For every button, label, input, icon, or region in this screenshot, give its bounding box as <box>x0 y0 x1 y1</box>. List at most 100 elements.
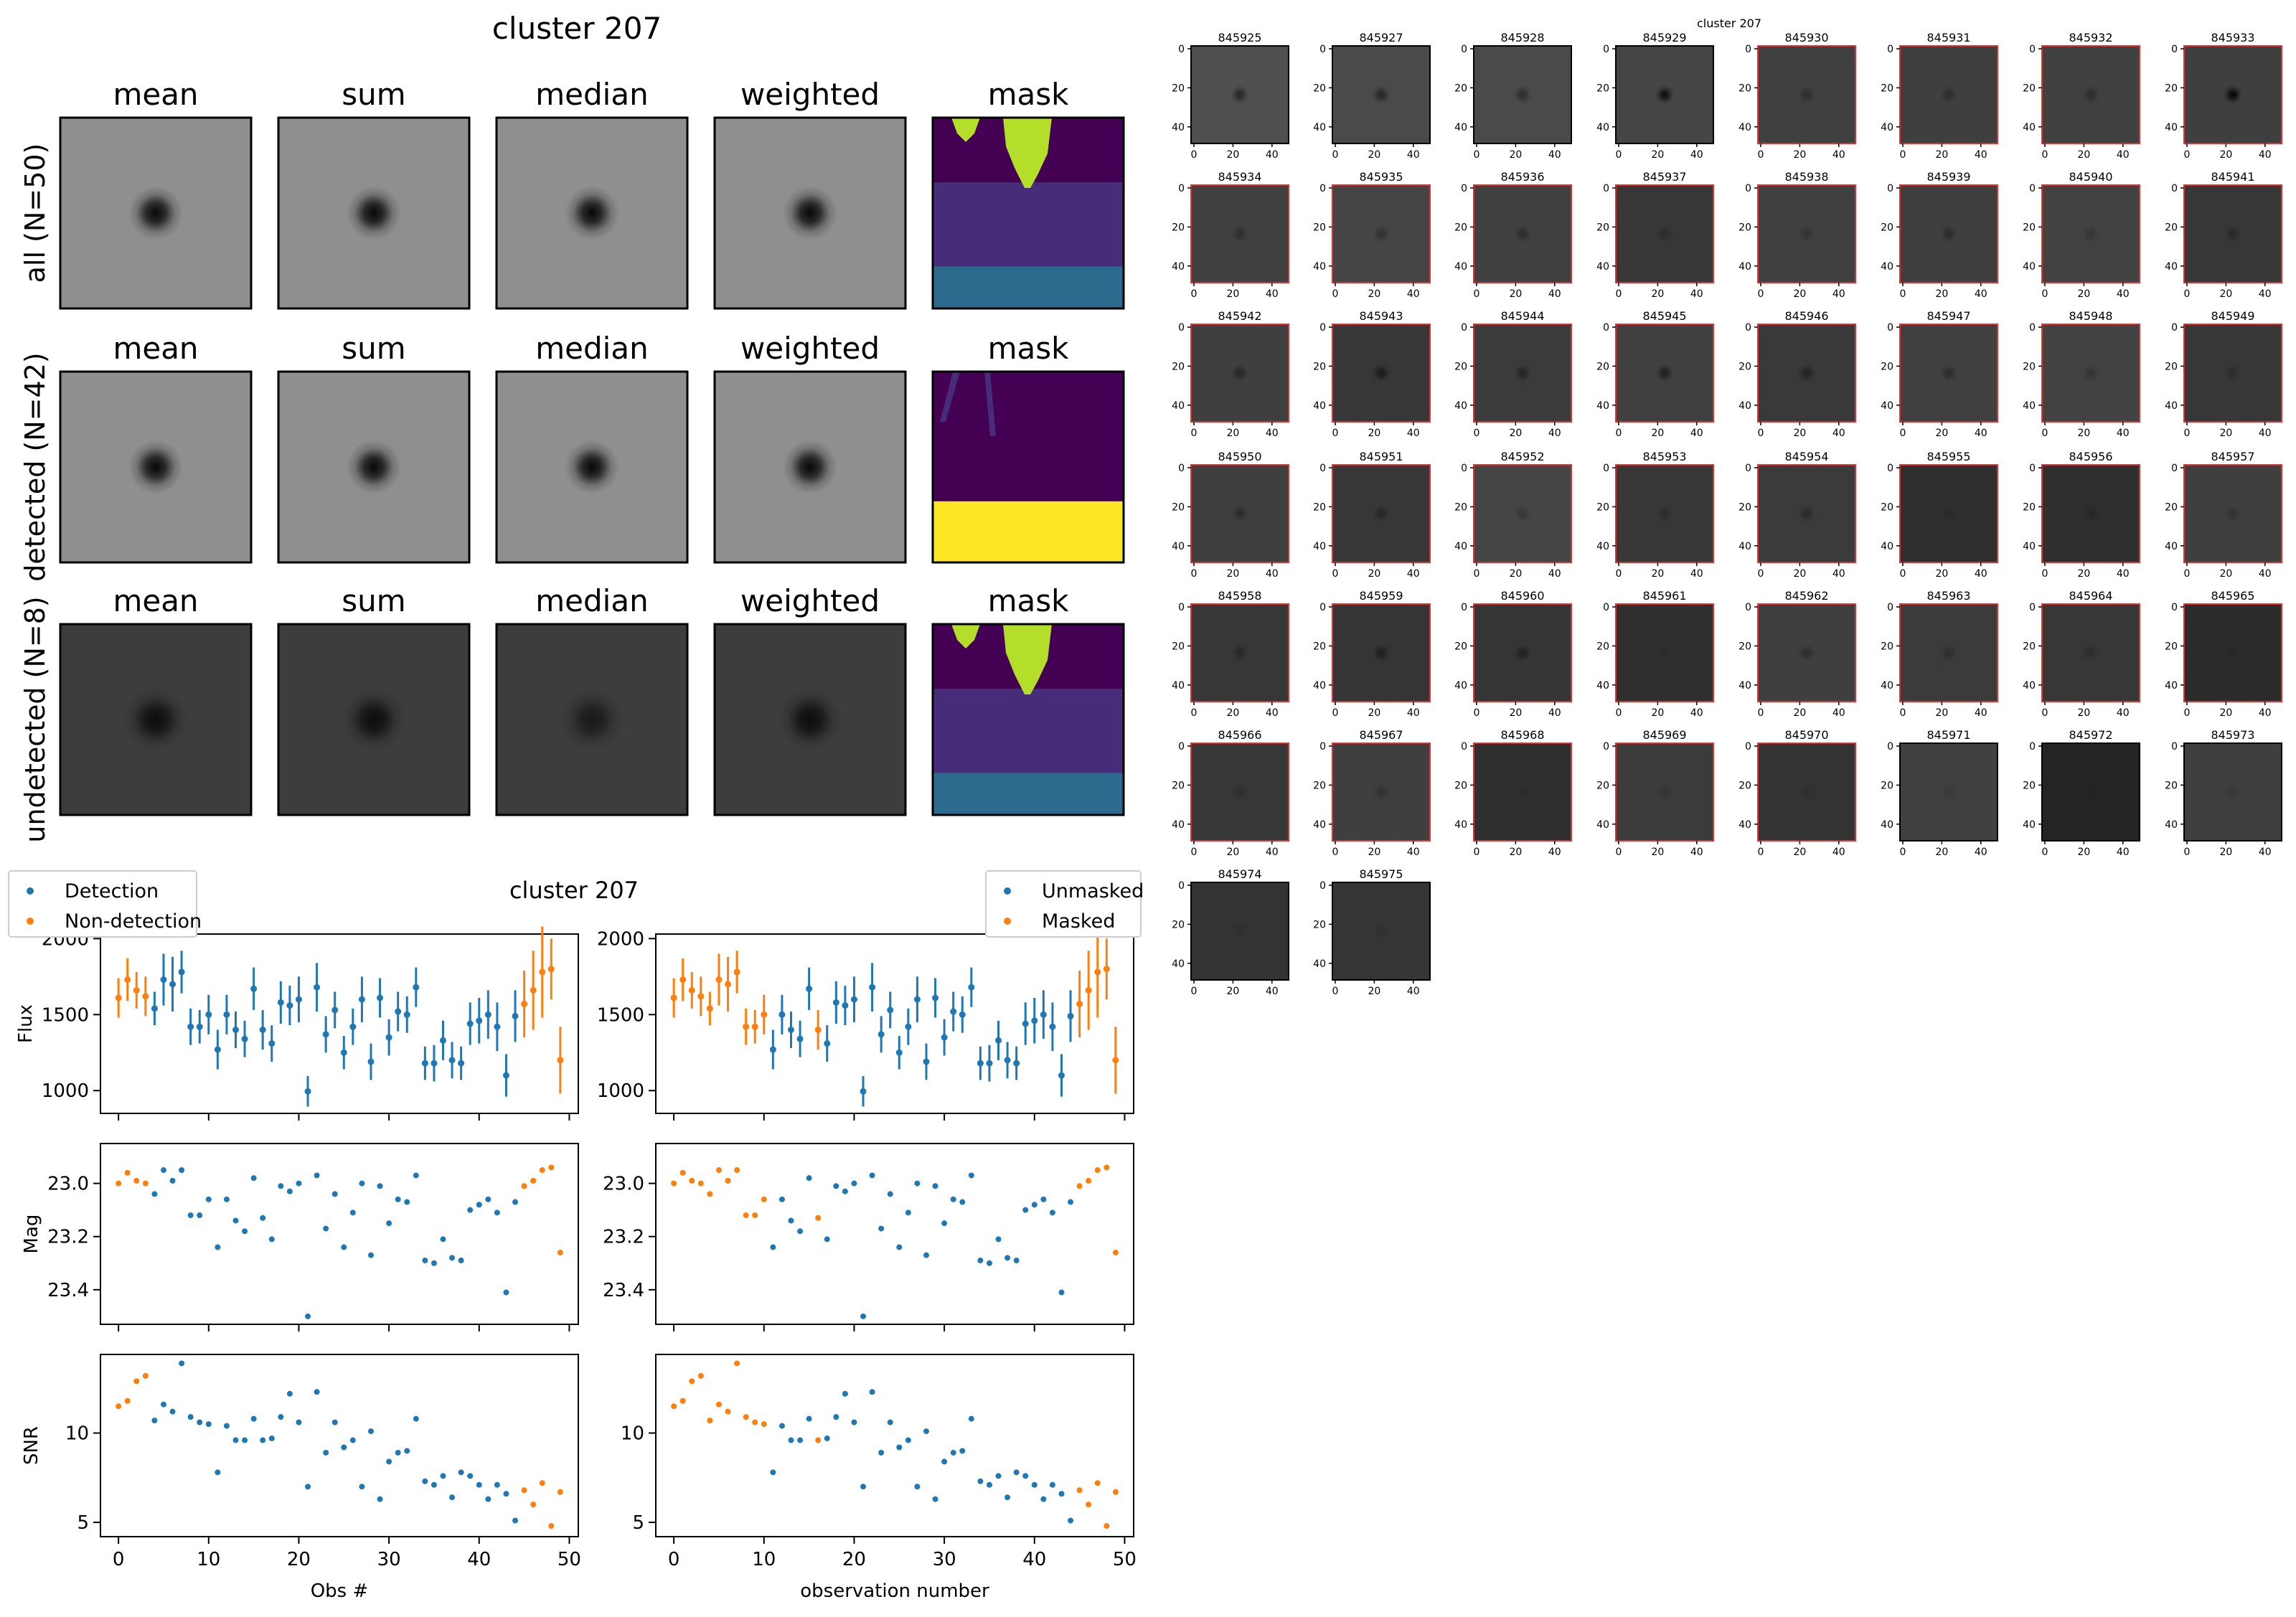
cutout-x-tick-label: 40 <box>1975 707 1987 719</box>
cutout-x-tick-label: 0 <box>1900 707 1906 719</box>
flux-point <box>715 976 723 984</box>
y-tick-label: 5 <box>632 1512 644 1534</box>
snr-point <box>1004 1494 1011 1501</box>
cutout-845928: 845928 0 20 40 0 20 40 <box>1454 31 1572 161</box>
x-tick-label: 30 <box>377 1549 401 1570</box>
cutout-y-tick-label: 0 <box>2171 44 2178 55</box>
row-label-1: detected (N=42) <box>19 352 51 581</box>
flux-point <box>151 1005 158 1012</box>
mag-point <box>395 1196 401 1202</box>
cutout-y-tick-label: 20 <box>2023 780 2036 791</box>
x-tick-label: 10 <box>197 1549 220 1570</box>
image-frame <box>713 116 907 310</box>
cutout-id-label: 845954 <box>1784 450 1828 463</box>
mag-point <box>205 1196 212 1202</box>
cutout-source <box>1512 363 1533 383</box>
flux-point <box>850 996 857 1003</box>
cutout-source <box>1797 363 1817 383</box>
cutout-y-tick-label: 40 <box>1313 122 1326 133</box>
cutout-y-tick-label: 20 <box>1313 780 1326 791</box>
cutout-id-label: 845975 <box>1359 867 1403 881</box>
y-tick-label: 23.4 <box>603 1280 644 1301</box>
snr-point <box>422 1478 428 1484</box>
cutout-id-label: 845972 <box>2069 728 2112 742</box>
cutout-y-tick-label: 40 <box>1596 122 1609 133</box>
cutout-y-tick-label: 0 <box>1745 322 1751 334</box>
cutout-x-tick-label: 40 <box>1832 428 1845 439</box>
flux-point <box>476 1017 483 1024</box>
mag-point <box>986 1260 992 1266</box>
flux-point <box>377 994 384 1001</box>
cutout-y-tick-label: 20 <box>1454 780 1467 791</box>
source-psf <box>342 688 405 751</box>
cutout-845954: 845954 0 20 40 0 20 40 <box>1739 450 1856 580</box>
source-psf <box>128 440 183 494</box>
cutout-y-tick-label: 40 <box>1313 819 1326 831</box>
cutout-x-tick-label: 20 <box>1226 428 1239 439</box>
flux-point <box>814 1026 822 1033</box>
cutout-y-tick-label: 40 <box>1739 261 1751 273</box>
mag-point <box>679 1169 686 1176</box>
flux-point <box>124 976 131 984</box>
flux-point <box>196 1023 203 1030</box>
cutout-y-tick-label: 0 <box>1178 741 1185 753</box>
cutout-x-tick-label: 0 <box>1332 428 1339 439</box>
cutout-x-tick-label: 20 <box>1368 568 1380 580</box>
flux-point <box>769 1046 776 1053</box>
snr-point <box>430 1481 437 1488</box>
cutout-x-tick-label: 0 <box>1616 847 1622 858</box>
cutout-y-tick-label: 40 <box>1739 819 1751 831</box>
snr-point <box>1040 1496 1047 1502</box>
snr-point <box>689 1378 695 1385</box>
mask-blob-small <box>951 118 980 142</box>
cutout-845955: 845955 0 20 40 0 20 40 <box>1881 450 1998 580</box>
cutout-x-tick-label: 20 <box>1935 149 1948 161</box>
cutout-x-tick-label: 40 <box>2117 149 2130 161</box>
cutout-y-tick-label: 20 <box>1454 361 1467 372</box>
x-tick-label: 50 <box>1113 1549 1137 1570</box>
cutout-845927: 845927 0 20 40 0 20 40 <box>1313 31 1431 161</box>
source-psf <box>565 440 619 494</box>
cutout-845943: 845943 0 20 40 0 20 40 <box>1313 309 1431 439</box>
snr-point <box>485 1496 491 1502</box>
mag-point <box>671 1180 677 1187</box>
mag-point <box>923 1252 929 1258</box>
cutout-y-tick-label: 20 <box>1881 780 1893 791</box>
snr-point <box>860 1484 867 1490</box>
panel-title-2-0: mean <box>113 583 198 618</box>
cutout-id-label: 845930 <box>1784 31 1828 44</box>
cutout-y-tick-label: 0 <box>1603 322 1609 334</box>
y-tick-label: 1500 <box>42 1004 89 1026</box>
flux-point <box>806 985 813 992</box>
cutout-id-label: 845955 <box>1926 450 1970 463</box>
cutout-x-tick-label: 0 <box>1616 707 1622 719</box>
cutout-x-tick-label: 40 <box>1266 986 1279 997</box>
mag-point <box>959 1199 966 1205</box>
cutout-x-tick-label: 20 <box>1368 428 1380 439</box>
cutout-x-tick-label: 0 <box>1191 568 1198 580</box>
panel-title-1-1: sum <box>342 331 405 366</box>
flux-point <box>905 1023 912 1030</box>
snr-point <box>752 1419 758 1425</box>
image-frame <box>713 623 907 816</box>
flux-point <box>1067 1012 1074 1019</box>
snr-point <box>521 1487 527 1494</box>
flux-point <box>1058 1072 1065 1079</box>
flux-point <box>796 1035 804 1042</box>
snr-point <box>1068 1517 1074 1524</box>
cutout-845975: 845975 0 20 40 0 20 40 <box>1313 867 1431 997</box>
cutout-source <box>1230 85 1250 105</box>
cutout-frame <box>2183 742 2282 842</box>
cutout-frame <box>1473 603 1572 702</box>
flux-point <box>1112 1057 1119 1064</box>
y-tick-label: 2000 <box>597 928 644 950</box>
cutout-x-tick-label: 0 <box>2184 149 2191 161</box>
cutout-y-tick-label: 0 <box>1319 463 1326 474</box>
cutout-frame <box>1332 184 1431 283</box>
cutout-y-tick-label: 40 <box>1454 400 1467 412</box>
legend-masked: Unmasked Masked <box>985 870 1144 938</box>
snr-point <box>331 1419 338 1425</box>
mag-point <box>323 1225 329 1232</box>
snr-point <box>1031 1481 1038 1488</box>
legend-frame <box>8 870 197 938</box>
